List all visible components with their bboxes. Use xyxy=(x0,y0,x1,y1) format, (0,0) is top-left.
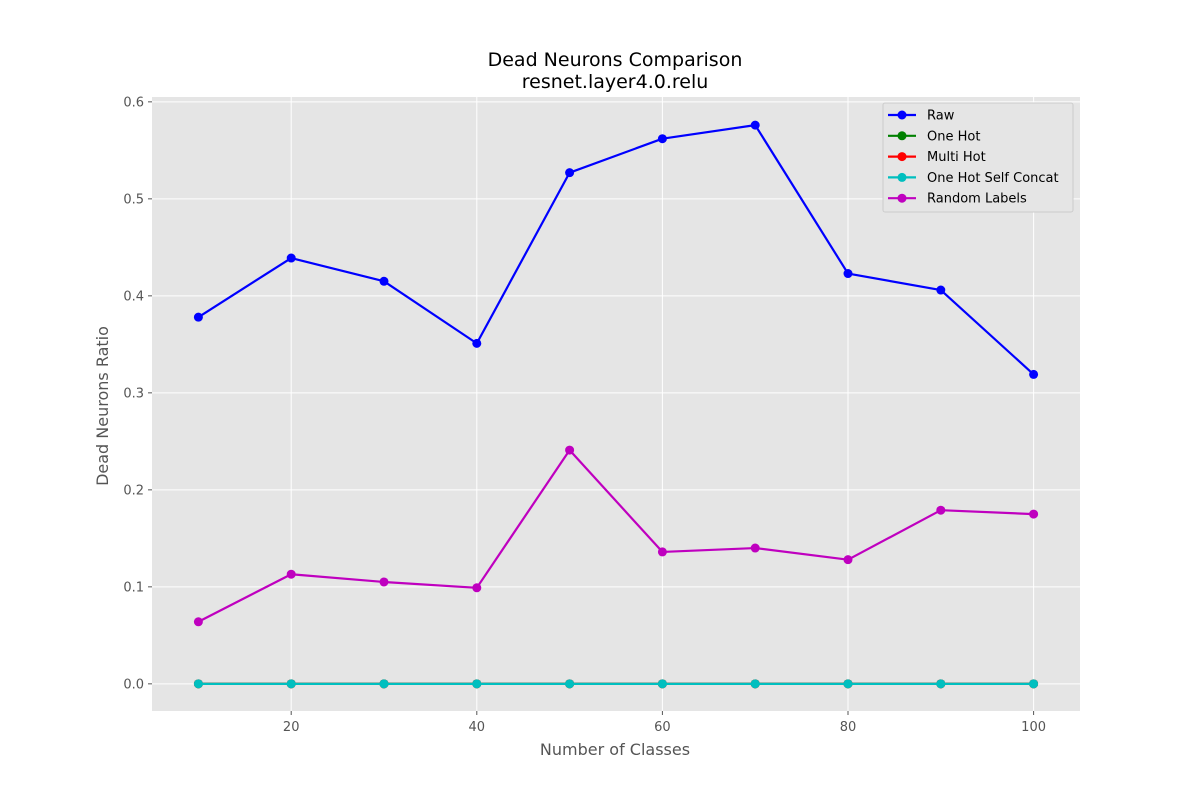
data-point-one-hot-self-concat xyxy=(843,679,853,689)
data-point-one-hot-self-concat xyxy=(379,679,389,689)
x-axis-ticks: 20 40 60 80 100 xyxy=(283,711,1046,735)
legend-label-raw: Raw xyxy=(927,109,955,124)
data-point-one-hot-self-concat xyxy=(657,679,667,689)
data-point-random-labels xyxy=(565,445,575,455)
y-tick-label: 0.0 xyxy=(123,677,144,692)
chart-title: Dead Neurons Comparison xyxy=(488,49,743,71)
legend-marker-multi-hot xyxy=(897,152,907,162)
legend-marker-one-hot-self-concat xyxy=(897,172,907,182)
data-point-one-hot-self-concat xyxy=(565,679,575,689)
x-tick-label: 100 xyxy=(1021,720,1046,735)
y-axis-ticks: 0.0 0.1 0.2 0.3 0.4 0.5 0.6 xyxy=(123,95,152,692)
data-point-raw xyxy=(193,312,203,322)
legend-marker-raw xyxy=(897,110,907,120)
data-point-raw xyxy=(1029,369,1039,379)
legend-label-multi-hot: Multi Hot xyxy=(927,150,986,165)
legend: Raw One Hot Multi Hot One Hot Self Concat Ra… xyxy=(882,102,1074,213)
series-group xyxy=(193,120,1039,689)
data-point-raw xyxy=(565,168,575,178)
data-point-one-hot-self-concat xyxy=(1029,679,1039,689)
legend-marker-one-hot xyxy=(897,131,907,141)
y-tick-label: 0.5 xyxy=(123,192,144,207)
data-point-raw xyxy=(843,269,853,279)
y-tick-label: 0.6 xyxy=(123,95,144,110)
data-point-raw xyxy=(379,276,389,286)
x-tick-label: 40 xyxy=(469,720,486,735)
data-point-raw xyxy=(750,120,760,130)
x-tick-label: 20 xyxy=(283,720,300,735)
legend-label-random-labels: Random Labels xyxy=(927,192,1027,207)
series-line-random-labels xyxy=(197,448,1034,623)
x-tick-label: 80 xyxy=(840,720,857,735)
data-point-random-labels xyxy=(286,569,296,579)
data-point-random-labels xyxy=(750,543,760,553)
data-point-random-labels xyxy=(193,617,203,627)
data-point-raw xyxy=(472,338,482,348)
data-point-random-labels xyxy=(843,555,853,565)
data-point-one-hot-self-concat xyxy=(750,679,760,689)
chart-subtitle: resnet.layer4.0.relu xyxy=(522,71,709,93)
y-tick-label: 0.3 xyxy=(123,386,144,401)
legend-marker-random-labels xyxy=(897,193,907,203)
data-point-random-labels xyxy=(657,547,667,557)
data-point-one-hot-self-concat xyxy=(286,679,296,689)
data-point-random-labels xyxy=(1029,509,1039,519)
y-tick-label: 0.2 xyxy=(123,483,144,498)
legend-label-one-hot-self-concat: One Hot Self Concat xyxy=(927,171,1059,186)
data-point-random-labels xyxy=(379,577,389,587)
y-tick-label: 0.4 xyxy=(123,289,144,304)
legend-label-one-hot: One Hot xyxy=(927,129,980,144)
data-point-raw xyxy=(657,134,667,144)
data-point-one-hot-self-concat xyxy=(472,679,482,689)
y-tick-label: 0.1 xyxy=(123,580,144,595)
y-axis-label: Dead Neurons Ratio xyxy=(93,326,112,486)
data-point-raw xyxy=(936,285,946,295)
x-tick-label: 60 xyxy=(654,720,671,735)
legend-box xyxy=(882,102,1074,213)
data-point-random-labels xyxy=(936,505,946,515)
data-point-one-hot-self-concat xyxy=(193,679,203,689)
data-point-raw xyxy=(286,253,296,263)
series-line-raw xyxy=(197,124,1035,376)
data-point-one-hot-self-concat xyxy=(936,679,946,689)
data-point-random-labels xyxy=(472,583,482,593)
x-axis-label: Number of Classes xyxy=(540,740,690,759)
